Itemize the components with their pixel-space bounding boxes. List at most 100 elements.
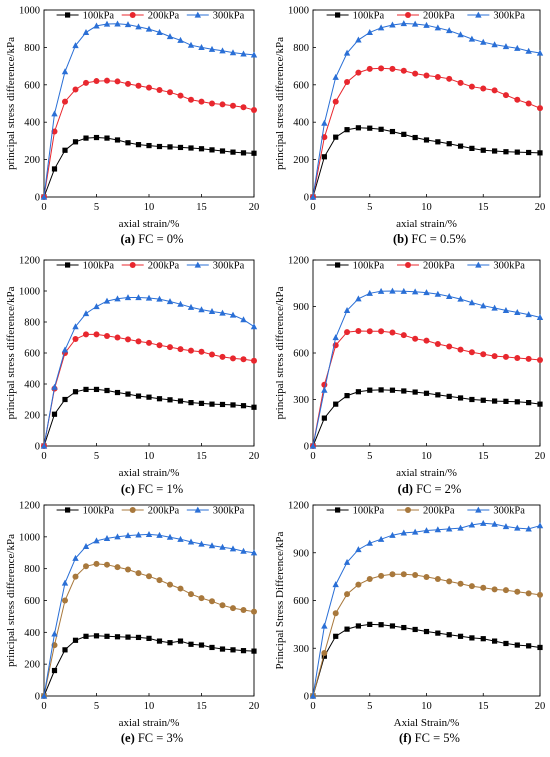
data-point — [167, 581, 173, 588]
y-tick-label: 400 — [293, 118, 309, 129]
legend-marker — [129, 262, 136, 268]
data-point — [457, 633, 464, 639]
data-point — [355, 36, 362, 43]
data-point — [251, 608, 257, 615]
series-100kPa — [41, 134, 257, 200]
data-point — [135, 393, 142, 399]
data-point — [93, 78, 100, 85]
y-axis-label: principal stress difference/kPa — [5, 37, 17, 170]
legend-label: 300kPa — [213, 11, 245, 22]
data-point — [366, 539, 373, 546]
series-line — [43, 635, 255, 697]
data-point — [72, 554, 79, 561]
data-point — [167, 344, 173, 351]
data-point — [156, 531, 163, 538]
data-point — [104, 77, 110, 84]
x-tick-label: 15 — [478, 202, 489, 213]
chart-panel-5: 0 200 400 600 800 1000 1200 0 5 10 15 20 axial strai… — [5, 501, 259, 746]
data-point — [114, 533, 121, 540]
data-point — [177, 398, 184, 404]
data-point — [177, 36, 184, 43]
data-point — [72, 86, 79, 93]
data-point — [219, 101, 226, 108]
data-point — [400, 287, 407, 294]
data-point — [514, 44, 521, 51]
plot-frame — [312, 504, 541, 697]
data-point — [177, 92, 184, 99]
data-point — [156, 87, 163, 94]
y-tick-label: 600 — [24, 80, 40, 91]
data-point — [525, 100, 532, 107]
data-point — [309, 193, 317, 200]
data-point — [355, 546, 362, 553]
legend-marker — [129, 12, 136, 18]
data-point — [355, 295, 362, 302]
panel-caption: (e) FC = 3% — [121, 731, 183, 745]
data-point — [491, 353, 498, 360]
data-point — [355, 69, 362, 76]
data-point — [103, 297, 111, 304]
x-tick-label: 10 — [144, 701, 155, 712]
data-point — [177, 585, 184, 592]
panel-caption: (a) FC = 0% — [121, 232, 184, 246]
data-point — [491, 520, 498, 527]
data-point — [537, 401, 543, 407]
legend: 100kPa 200kPa 300kPa — [56, 261, 245, 272]
data-point — [166, 533, 174, 540]
data-point — [208, 308, 216, 315]
y-tick-label: 0 — [304, 442, 309, 453]
data-point — [198, 146, 205, 152]
data-point — [51, 667, 58, 674]
data-point — [62, 147, 68, 153]
series-300kPa — [309, 287, 544, 449]
data-point — [457, 79, 464, 86]
data-point — [332, 98, 339, 105]
data-point — [135, 142, 142, 148]
data-point — [187, 41, 195, 48]
series-300kPa — [40, 294, 258, 449]
legend-label: 200kPa — [423, 11, 455, 22]
data-point — [219, 602, 226, 609]
data-point — [389, 387, 396, 393]
data-point — [82, 310, 90, 317]
data-point — [423, 390, 430, 396]
data-point — [377, 287, 385, 294]
data-point — [526, 149, 532, 156]
data-point — [198, 348, 205, 355]
series-300kPa — [40, 531, 258, 699]
data-point — [82, 29, 90, 36]
x-tick-label: 20 — [249, 202, 260, 213]
data-point — [389, 571, 396, 578]
data-point — [146, 394, 152, 400]
x-tick-label: 10 — [144, 202, 155, 213]
data-point — [72, 389, 79, 395]
data-point — [377, 24, 385, 31]
legend-marker — [194, 261, 201, 268]
data-point — [321, 415, 327, 421]
data-point — [367, 387, 373, 393]
data-point — [468, 299, 476, 306]
x-tick-label: 0 — [310, 202, 315, 213]
data-point — [51, 411, 58, 417]
data-point — [502, 587, 509, 594]
y-axis-label: principal stress difference/kPa — [5, 534, 17, 667]
data-point — [229, 311, 237, 318]
data-point — [103, 535, 111, 542]
data-point — [468, 35, 476, 42]
data-point — [457, 346, 464, 353]
legend-marker — [404, 262, 411, 268]
data-point — [93, 560, 100, 567]
data-point — [378, 572, 385, 579]
x-tick-label: 10 — [421, 451, 432, 462]
data-point — [400, 529, 407, 536]
data-point — [72, 637, 79, 643]
y-tick-label: 600 — [24, 349, 40, 360]
data-point — [156, 29, 163, 36]
series-line — [312, 290, 541, 447]
data-point — [468, 583, 475, 590]
data-point — [526, 400, 532, 406]
data-point — [104, 561, 110, 568]
data-point — [114, 389, 121, 396]
data-point — [400, 67, 407, 74]
data-point — [51, 128, 58, 135]
